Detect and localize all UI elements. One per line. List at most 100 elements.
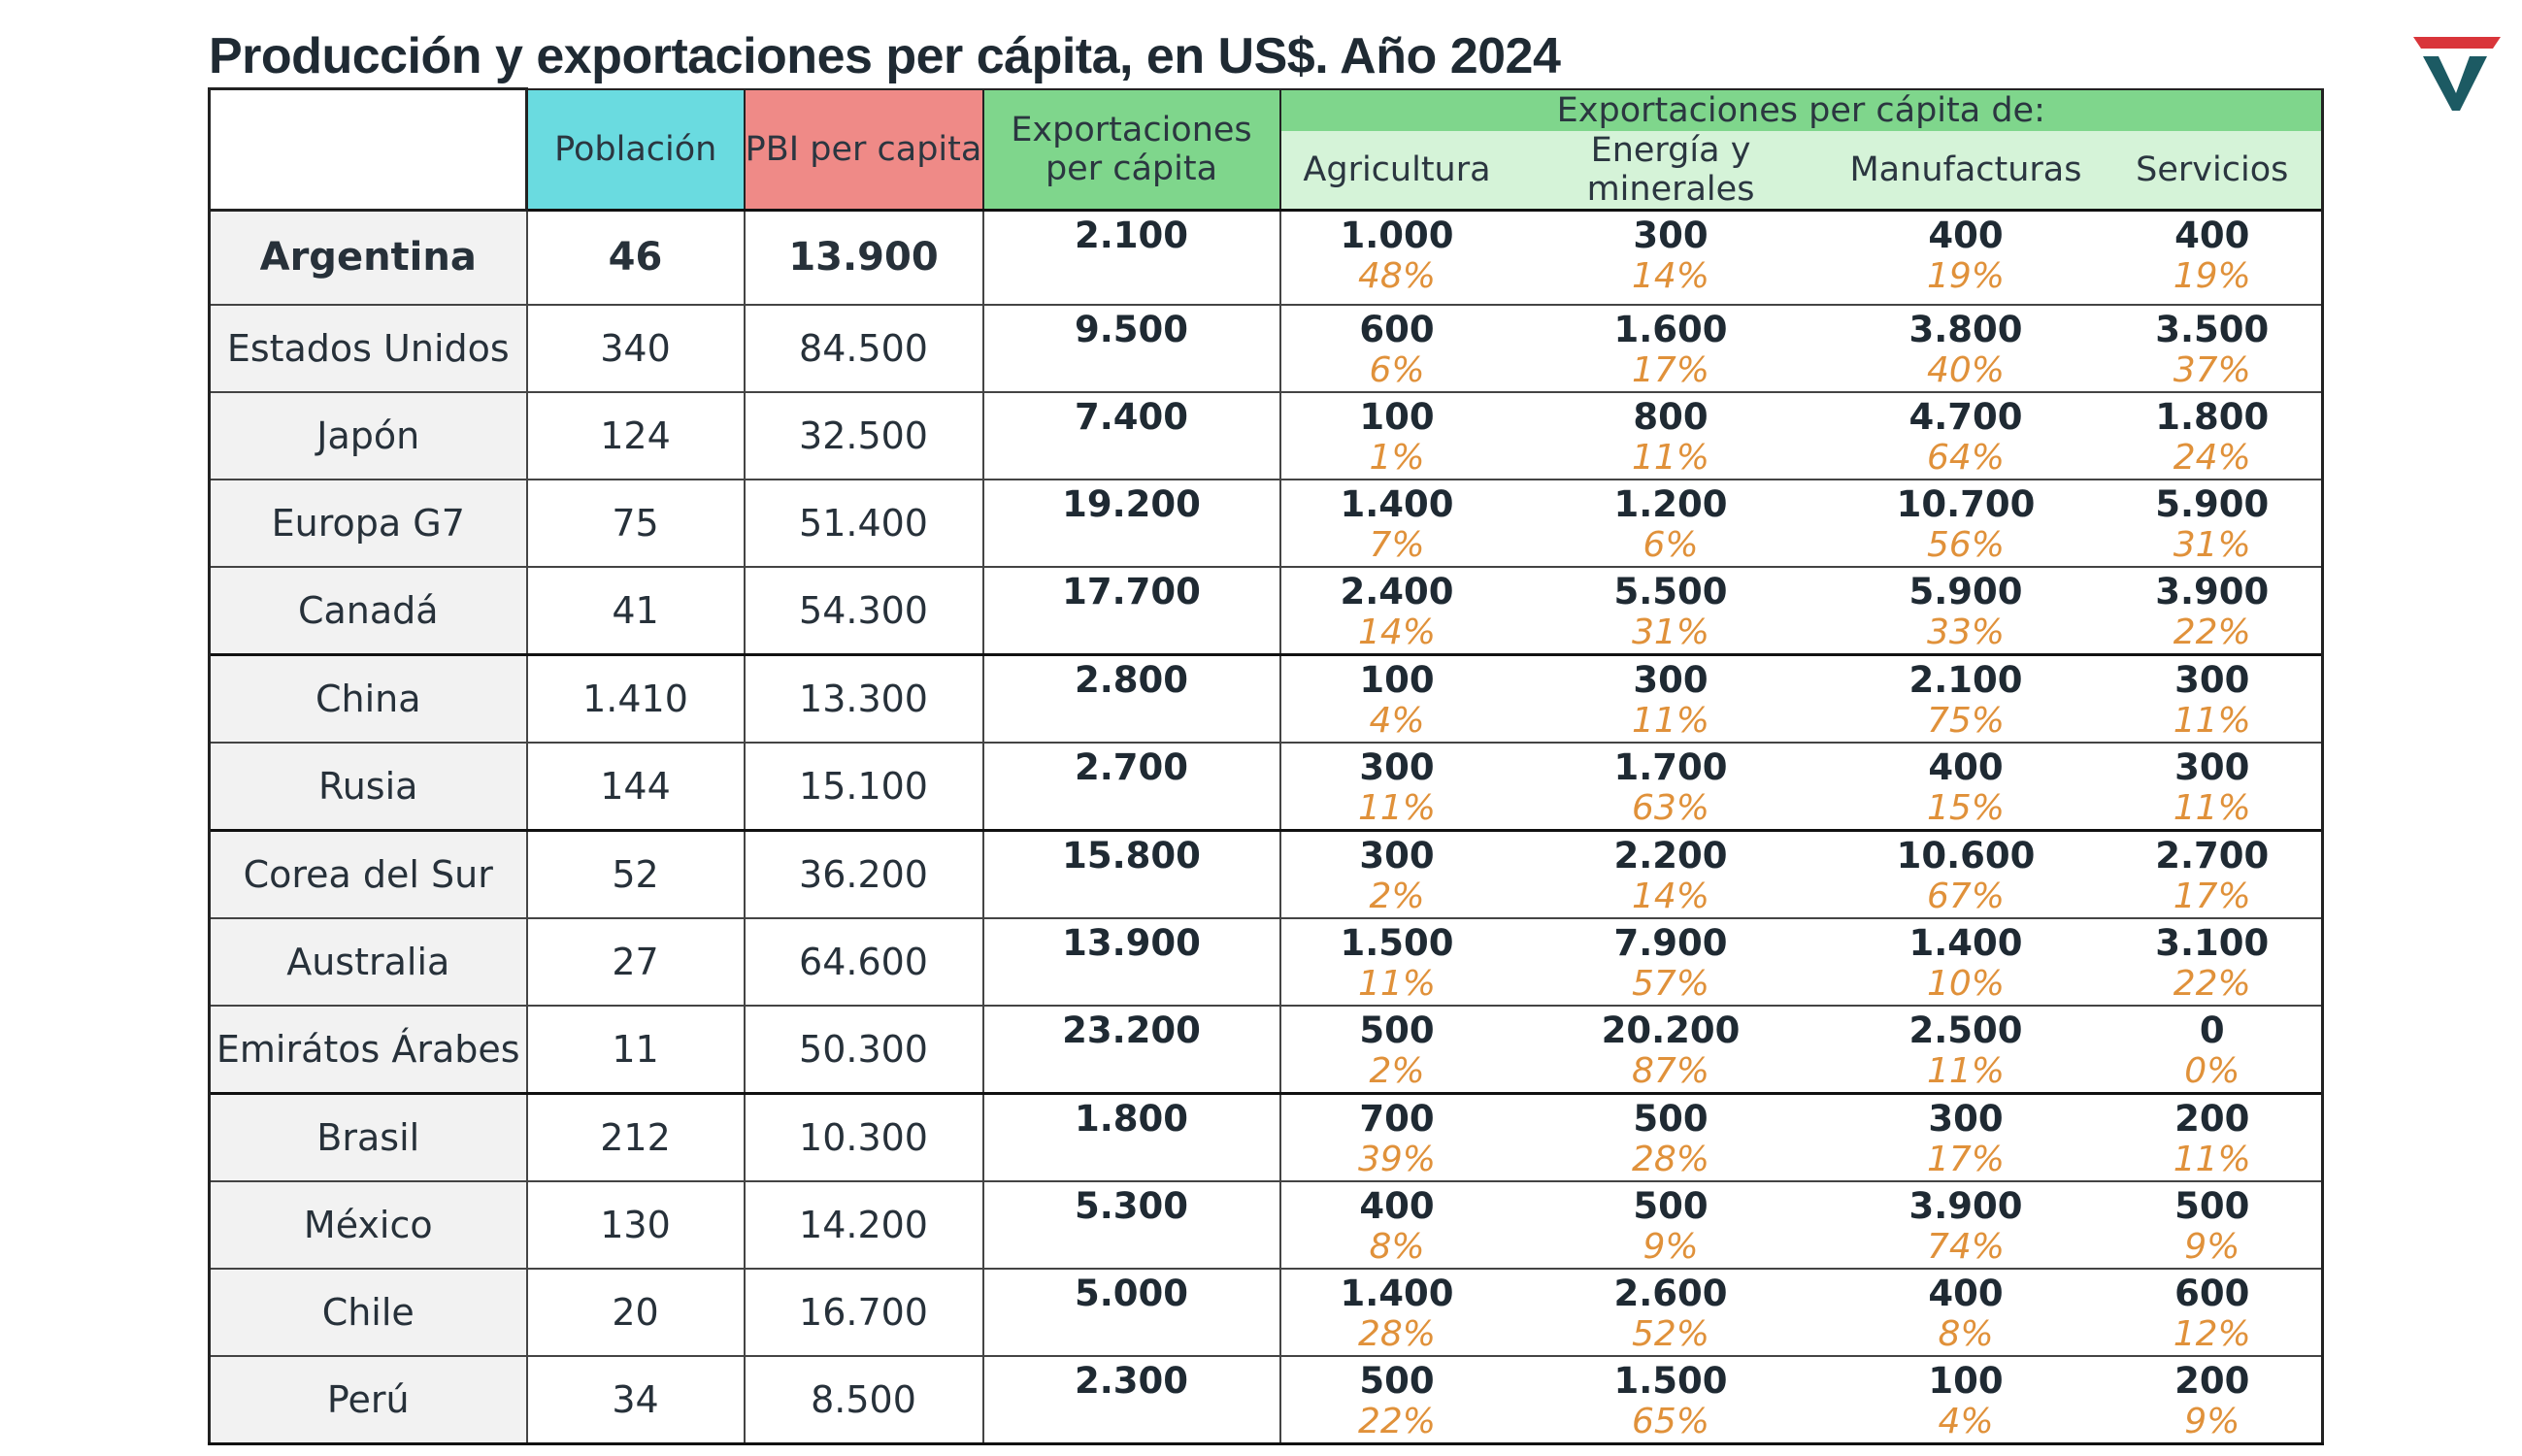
servicios-value: 0: [2199, 1009, 2225, 1051]
energia-value: 300: [1633, 658, 1709, 701]
agricultura-value: 2.400: [1340, 570, 1454, 612]
manufacturas-value: 400: [1928, 1272, 2004, 1314]
agricultura-cell: 100 1%: [1279, 390, 1513, 480]
manufacturas-value: 100: [1928, 1359, 2004, 1402]
energia-cell: 2.600 52%: [1512, 1267, 1829, 1356]
exportaciones-value: 5.300: [1074, 1184, 1189, 1227]
servicios-percent: 11%: [2173, 700, 2251, 741]
servicios-value: 3.100: [2155, 921, 2270, 964]
table-row: Argentina 46 13.900 2.100 1.000 48% 300 14% 400 1…: [208, 208, 2325, 305]
manufacturas-percent: 67%: [1926, 876, 2005, 916]
table-row: Brasil 212 10.300 1.800 700 39% 500 28% 300 17% 20…: [208, 1091, 2325, 1181]
agricultura-cell: 100 4%: [1279, 652, 1513, 743]
manufacturas-cell: 3.800 40%: [1828, 303, 2104, 392]
manufacturas-percent: 17%: [1926, 1139, 2005, 1179]
manufacturas-percent: 64%: [1926, 437, 2005, 478]
manufacturas-percent: 40%: [1926, 349, 2005, 390]
servicios-value: 200: [2174, 1097, 2250, 1140]
agricultura-percent: 2%: [1369, 876, 1425, 916]
agricultura-percent: 4%: [1369, 700, 1425, 741]
manufacturas-value: 2.100: [1908, 658, 2023, 701]
agricultura-cell: 500 22%: [1279, 1354, 1513, 1445]
manufacturas-value: 10.600: [1896, 834, 2036, 877]
agricultura-percent: 2%: [1369, 1050, 1425, 1091]
agricultura-percent: 28%: [1357, 1313, 1436, 1354]
exportaciones-cell: 23.200: [982, 1004, 1281, 1093]
manufacturas-percent: 11%: [1926, 1050, 2005, 1091]
table-row: Rusia 144 15.100 2.700 300 11% 1.700 63% 400 15% 3…: [208, 741, 2325, 830]
pbi-cell: 14.200: [744, 1179, 984, 1269]
manufacturas-cell: 5.900 33%: [1828, 565, 2104, 654]
servicios-cell: 200 11%: [2103, 1091, 2325, 1181]
pbi-cell: 15.100: [744, 741, 984, 830]
agricultura-percent: 11%: [1357, 963, 1436, 1004]
servicios-percent: 31%: [2173, 524, 2251, 565]
pbi-cell: 36.200: [744, 828, 984, 918]
exportaciones-cell: 7.400: [982, 390, 1281, 480]
servicios-value: 3.900: [2155, 570, 2270, 612]
country-cell: Canadá: [208, 565, 528, 654]
servicios-cell: 5.900 31%: [2103, 478, 2325, 567]
table-row: Japón 124 32.500 7.400 100 1% 800 11% 4.700 64% 1.…: [208, 390, 2325, 480]
manufacturas-cell: 3.900 74%: [1828, 1179, 2104, 1269]
energia-cell: 2.200 14%: [1512, 828, 1829, 918]
agricultura-percent: 14%: [1357, 612, 1436, 652]
header-poblacion: Población: [525, 87, 746, 211]
servicios-cell: 500 9%: [2103, 1179, 2325, 1269]
exportaciones-cell: 2.100: [982, 208, 1281, 305]
header-pbi: PBI per capita: [743, 87, 984, 211]
energia-percent: 6%: [1643, 524, 1699, 565]
energia-value: 2.200: [1613, 834, 1728, 877]
manufacturas-value: 400: [1928, 214, 2004, 256]
agricultura-cell: 400 8%: [1279, 1179, 1513, 1269]
servicios-cell: 600 12%: [2103, 1267, 2325, 1356]
header-group-sectores: Exportaciones per cápita de:: [1279, 87, 2325, 131]
exportaciones-value: 7.400: [1074, 395, 1189, 438]
page-title: Producción y exportaciones per cápita, e…: [209, 28, 1561, 84]
energia-value: 800: [1633, 395, 1709, 438]
exportaciones-cell: 19.200: [982, 478, 1281, 567]
manufacturas-percent: 75%: [1926, 700, 2005, 741]
servicios-cell: 3.900 22%: [2103, 565, 2325, 654]
energia-value: 7.900: [1613, 921, 1728, 964]
agricultura-percent: 1%: [1369, 437, 1425, 478]
agricultura-value: 500: [1359, 1009, 1435, 1051]
agricultura-cell: 300 11%: [1279, 741, 1513, 830]
servicios-cell: 3.500 37%: [2103, 303, 2325, 392]
agricultura-percent: 48%: [1357, 255, 1436, 296]
manufacturas-cell: 400 15%: [1828, 741, 2104, 830]
agricultura-value: 300: [1359, 834, 1435, 877]
manufacturas-percent: 4%: [1938, 1401, 1994, 1441]
manufacturas-cell: 300 17%: [1828, 1091, 2104, 1181]
exportaciones-value: 2.100: [1074, 214, 1189, 256]
table-row: Emirátos Árabes 11 50.300 23.200 500 2% 20.200…: [208, 1004, 2325, 1093]
country-cell: China: [208, 652, 528, 743]
manufacturas-percent: 19%: [1926, 255, 2005, 296]
agricultura-value: 100: [1359, 395, 1435, 438]
exportaciones-cell: 2.800: [982, 652, 1281, 743]
manufacturas-percent: 33%: [1926, 612, 2005, 652]
poblacion-cell: 212: [526, 1091, 746, 1181]
servicios-value: 3.500: [2155, 308, 2270, 350]
energia-value: 1.700: [1613, 745, 1728, 788]
agricultura-percent: 6%: [1369, 349, 1425, 390]
energia-cell: 1.600 17%: [1512, 303, 1829, 392]
energia-percent: 11%: [1631, 700, 1709, 741]
table-row: Chile 20 16.700 5.000 1.400 28% 2.600 52% 400 8% 6…: [208, 1267, 2325, 1356]
table-row: Australia 27 64.600 13.900 1.500 11% 7.900 57% 1…: [208, 916, 2325, 1006]
energia-cell: 1.700 63%: [1512, 741, 1829, 830]
agricultura-cell: 500 2%: [1279, 1004, 1513, 1093]
energia-value: 500: [1633, 1184, 1709, 1227]
energia-value: 5.500: [1613, 570, 1728, 612]
servicios-percent: 22%: [2173, 963, 2251, 1004]
energia-cell: 300 14%: [1512, 208, 1829, 305]
header-manufacturas: Manufacturas: [1828, 130, 2104, 210]
agricultura-value: 1.000: [1340, 214, 1454, 256]
manufacturas-value: 400: [1928, 745, 2004, 788]
servicios-percent: 22%: [2173, 612, 2251, 652]
manufacturas-cell: 4.700 64%: [1828, 390, 2104, 480]
data-table: Población PBI per capita Exportaciones p…: [208, 87, 2325, 1445]
manufacturas-value: 2.500: [1908, 1009, 2023, 1051]
manufacturas-cell: 400 19%: [1828, 208, 2104, 305]
energia-percent: 17%: [1631, 349, 1709, 390]
